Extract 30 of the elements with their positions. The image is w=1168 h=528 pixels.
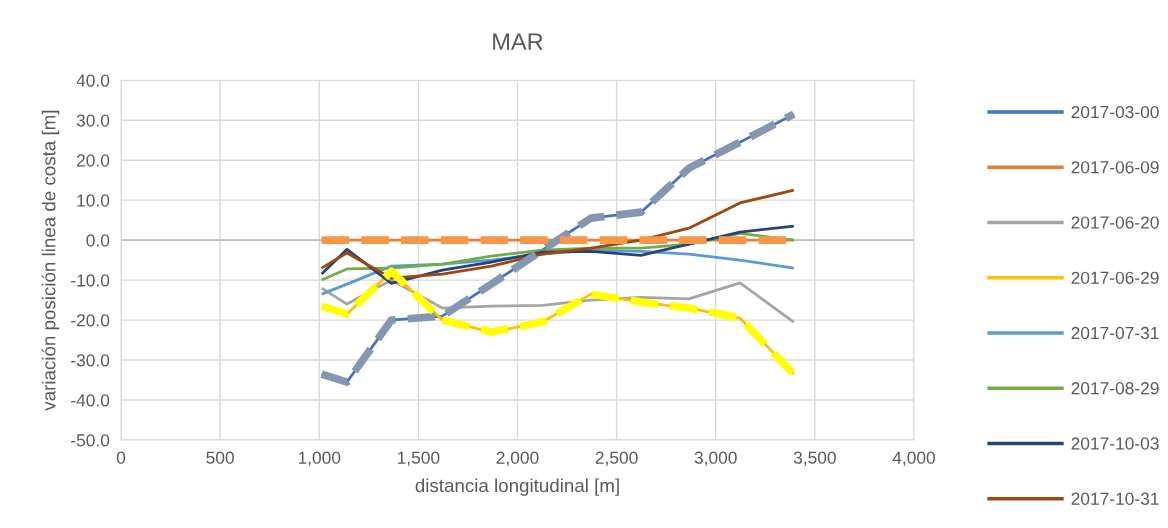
y-tick-label: -10.0 — [71, 274, 110, 287]
legend-label: 2017-06-20 — [1071, 216, 1159, 229]
legend-label: 2017-06-09 — [1071, 161, 1159, 174]
x-tick-label: 500 — [206, 451, 234, 464]
x-tick-label: 4,000 — [892, 451, 936, 466]
legend-label: 2017-03-00 — [1071, 105, 1159, 119]
legend-label: 2017-08-29 — [1071, 382, 1159, 395]
chart-title: MAR — [493, 33, 543, 50]
x-tick-label: 2,500 — [595, 451, 638, 466]
y-tick-label: 10.0 — [77, 194, 110, 207]
y-tick-label: 20.0 — [76, 154, 110, 167]
y-axis-title: variación posición linea de costa [m] — [41, 110, 60, 411]
x-tick-label: 2,000 — [496, 451, 539, 466]
x-tick-label: 1,000 — [298, 451, 341, 466]
legend-label: 2017-06-29 — [1071, 271, 1159, 284]
y-tick-label: 40.0 — [76, 74, 110, 87]
y-tick-label: -50.0 — [71, 434, 110, 447]
x-tick-label: 3,500 — [793, 451, 836, 466]
y-tick-label: 0.0 — [86, 234, 110, 247]
legend-label: 2017-07-31 — [1071, 326, 1159, 340]
y-tick-label: -20.0 — [71, 314, 110, 327]
y-tick-label: -40.0 — [71, 394, 110, 407]
x-tick-label: 1,500 — [397, 451, 440, 466]
legend-label: 2017-10-31 — [1071, 492, 1159, 505]
legend-label: 2017-10-03 — [1071, 437, 1159, 450]
y-tick-label: -30.0 — [71, 354, 110, 367]
y-tick-label: 30.0 — [76, 114, 110, 127]
x-axis-title: distancia longitudinal [m] — [415, 478, 619, 496]
x-tick-label: 3,000 — [694, 451, 737, 466]
x-tick-label: 0 — [116, 451, 126, 464]
